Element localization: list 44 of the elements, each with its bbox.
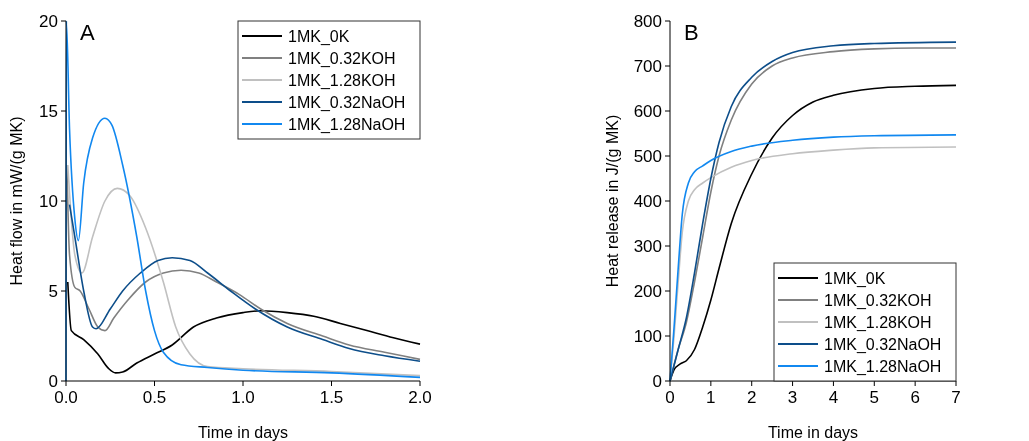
x-tick-label: 0.0 <box>54 388 78 407</box>
x-tick-label: 0.5 <box>142 388 167 407</box>
y-tick-label: 0 <box>48 372 58 391</box>
legend-label: 1MK_1.28NaOH <box>288 116 406 134</box>
y-tick-label: 0 <box>652 372 662 391</box>
y-tick-label: 700 <box>633 57 662 76</box>
x-axis-title: Time in days <box>197 424 289 441</box>
x-tick-label: 2.0 <box>408 388 432 407</box>
legend-label: 1MK_0K <box>824 270 886 288</box>
x-tick-label: 4 <box>828 388 839 407</box>
y-tick-label: 800 <box>633 12 662 31</box>
legend-label: 1MK_1.28KOH <box>288 72 396 90</box>
x-tick-label: 7 <box>951 388 961 407</box>
y-tick-label: 500 <box>633 147 662 166</box>
y-tick-label: 100 <box>633 327 662 346</box>
x-tick-label: 6 <box>910 388 920 407</box>
y-tick-label: 5 <box>48 282 58 301</box>
x-tick-label: 1 <box>706 388 716 407</box>
legend-label: 1MK_0.32NaOH <box>288 94 406 112</box>
chart-title: B <box>684 20 699 45</box>
legend-label: 1MK_0.32KOH <box>824 292 932 310</box>
x-tick-label: 3 <box>787 388 798 407</box>
y-tick-label: 300 <box>633 237 662 256</box>
legend-label: 1MK_1.28NaOH <box>824 358 942 376</box>
y-axis-title: Heat release in J/(g MK) <box>604 114 621 288</box>
x-tick-label: 2 <box>746 388 757 407</box>
x-tick-label: 1.5 <box>319 388 344 407</box>
x-axis-title: Time in days <box>767 424 859 441</box>
legend-label: 1MK_0.32KOH <box>288 50 396 68</box>
x-tick-label: 1.0 <box>231 388 255 407</box>
legend-label: 1MK_0.32NaOH <box>824 336 942 354</box>
y-tick-label: 600 <box>633 102 662 121</box>
line-series <box>68 203 421 362</box>
y-axis-title: Heat flow in mW/(g MK) <box>8 116 25 286</box>
x-tick-label: 5 <box>869 388 880 407</box>
y-tick-label: 400 <box>633 192 662 211</box>
y-tick-label: 15 <box>39 102 58 121</box>
y-tick-label: 10 <box>39 192 58 211</box>
x-tick-label: 0 <box>665 388 675 407</box>
legend-label: 1MK_1.28KOH <box>824 314 932 332</box>
chart-title: A <box>80 20 95 45</box>
y-tick-label: 200 <box>633 282 662 301</box>
legend-label: 1MK_0K <box>288 28 350 46</box>
y-tick-label: 20 <box>39 12 58 31</box>
